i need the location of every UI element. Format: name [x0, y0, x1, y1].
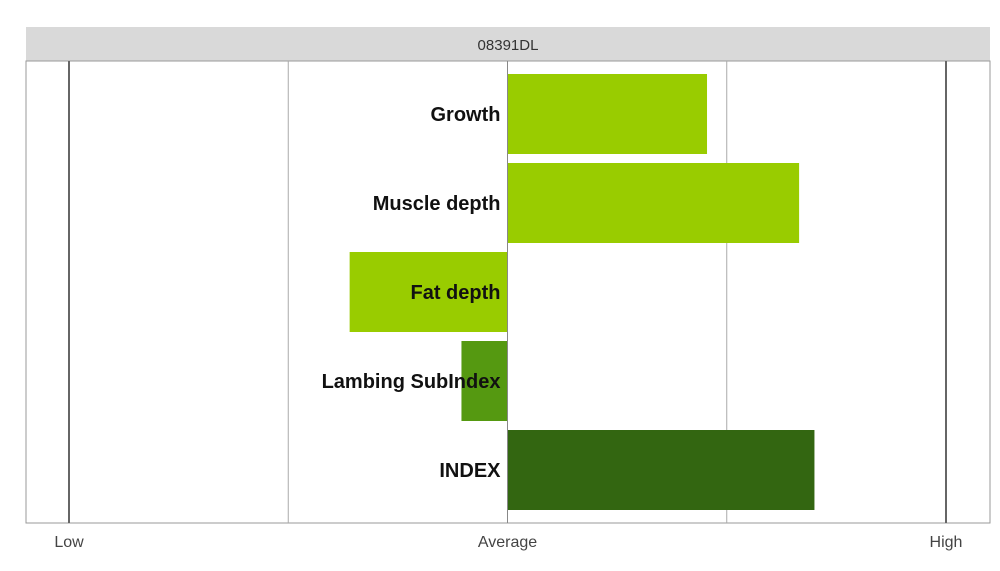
- bar: [349, 252, 508, 332]
- category-label: Muscle depth: [373, 193, 501, 215]
- bars: [349, 61, 815, 523]
- bar: [507, 163, 800, 243]
- x-axis-tick-labels: Low Average High: [54, 534, 962, 551]
- category-label: Lambing SubIndex: [322, 371, 501, 393]
- category-label: Fat depth: [411, 282, 501, 304]
- category-labels: Growth Muscle depth Fat depth Lambing SubIn…: [322, 104, 502, 482]
- tick-label: Average: [478, 534, 537, 551]
- bar: [461, 341, 508, 421]
- tick-label: Low: [54, 534, 84, 551]
- bar: [507, 430, 815, 510]
- bar: [507, 74, 708, 154]
- chart-header-band: [26, 27, 990, 61]
- tick-label: High: [930, 534, 963, 551]
- chart-title: 08391DL: [478, 37, 539, 54]
- category-label: Growth: [431, 104, 501, 126]
- category-label: INDEX: [439, 460, 501, 482]
